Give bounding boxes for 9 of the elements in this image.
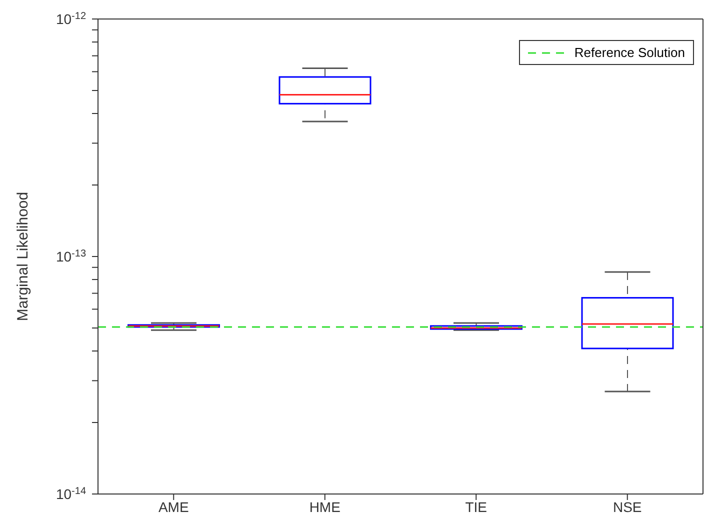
y-axis-title: Marginal Likelihood — [14, 192, 32, 322]
legend-label: Reference Solution — [574, 45, 685, 60]
x-tick-label: HME — [309, 498, 340, 515]
x-tick-label: NSE — [612, 498, 642, 515]
x-tick-label: TIE — [465, 498, 488, 515]
y-tick-label: 10$^{-12}$ — [56, 10, 86, 27]
y-tick-label: 10$^{-14}$ — [56, 486, 86, 502]
y-tick-label: 10$^{-13}$ — [56, 248, 86, 264]
x-tick-label: AME — [158, 498, 189, 515]
